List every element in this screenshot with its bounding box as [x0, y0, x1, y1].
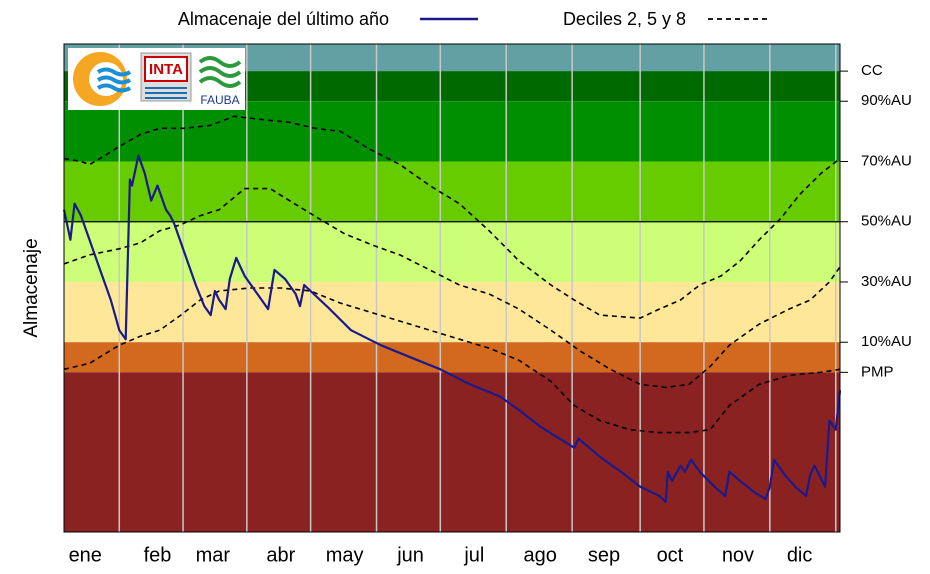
x-tick-label: sep [588, 544, 620, 566]
y-tick-label: 50%AU [861, 213, 912, 230]
logo-inta-frame [144, 56, 188, 82]
decile-line [63, 187, 841, 389]
x-tick-label: abr [266, 544, 295, 566]
y-tick-label: PMP [861, 363, 894, 380]
band [64, 342, 840, 373]
logos: INTA FAUBA [68, 48, 245, 110]
logo-fauba-waves [198, 56, 242, 88]
x-tick-label: ago [524, 544, 557, 566]
x-tick-label: ene [69, 544, 102, 566]
y-tick-label: CC [861, 62, 883, 79]
series-line [62, 154, 842, 503]
logo-inta-text: INTA [149, 61, 183, 78]
decile-line [63, 287, 841, 434]
logo-fauba-text: FAUBA [200, 93, 239, 107]
y-axis-label: Almacenaje [21, 238, 42, 337]
legend: Almacenaje del último año Deciles 2, 5 y… [178, 9, 770, 29]
band [64, 221, 840, 282]
logo-waves [96, 67, 132, 93]
band [64, 101, 840, 162]
lines [62, 115, 842, 503]
legend-label: Deciles 2, 5 y 8 [563, 9, 686, 29]
x-tick-label: dic [787, 544, 813, 566]
grid [64, 44, 840, 532]
x-tick-label: may [326, 544, 364, 566]
x-tick-label: jul [463, 544, 484, 566]
plot-frame [63, 43, 841, 533]
band [64, 161, 840, 222]
band [64, 372, 840, 532]
x-tick-label: oct [657, 544, 684, 566]
y-tick-label: 30%AU [861, 273, 912, 290]
y-tick-label: 70%AU [861, 152, 912, 169]
logo-inta-stripes [145, 87, 187, 99]
x-tick-label: nov [722, 544, 754, 566]
legend-label: Almacenaje del último año [178, 9, 389, 29]
x-tick-label: jun [396, 544, 424, 566]
x-tick-label: mar [196, 544, 231, 566]
band [64, 281, 840, 343]
y-tick-label: 10%AU [861, 333, 912, 350]
bands [64, 44, 840, 532]
x-tick-label: feb [144, 544, 172, 566]
y-tick-label: 90%AU [861, 92, 912, 109]
